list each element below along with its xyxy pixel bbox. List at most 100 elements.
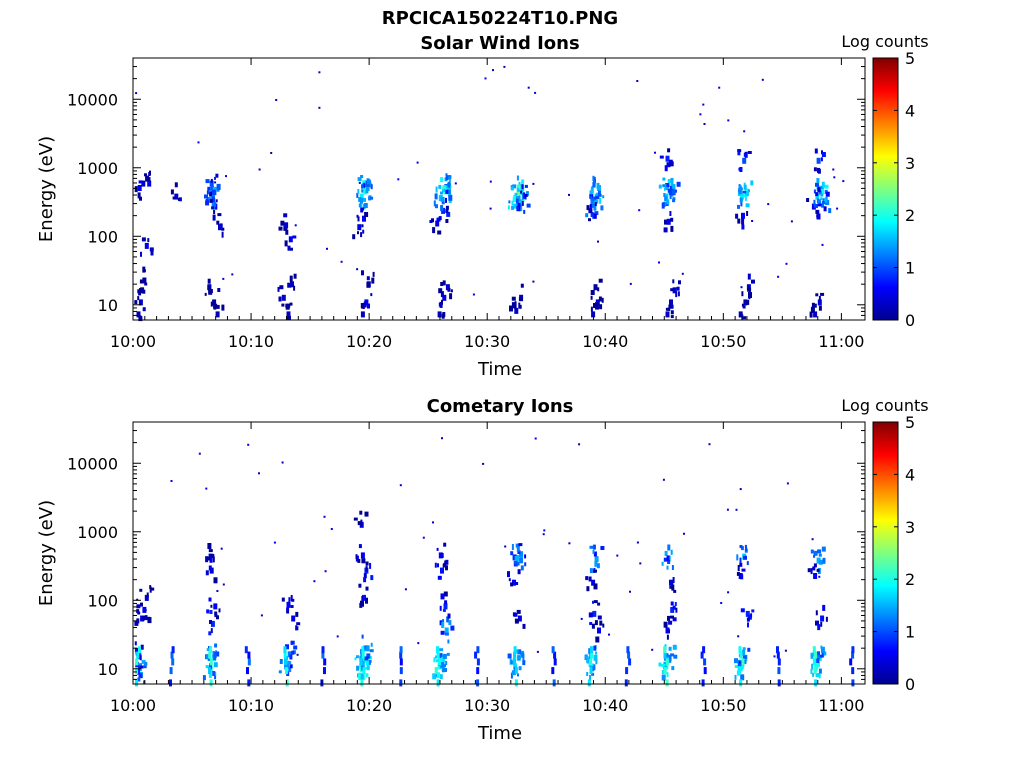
heatmap-cell (134, 186, 138, 193)
heatmap-cell (669, 299, 673, 306)
heatmap-cell (818, 668, 822, 674)
heatmap-cell (363, 645, 368, 650)
heatmap-cell (744, 544, 747, 548)
noise-cell (532, 182, 535, 185)
heatmap-cell (667, 615, 670, 621)
heatmap-cell (212, 191, 217, 196)
heatmap-cell (442, 185, 447, 190)
heatmap-cell (822, 604, 826, 611)
heatmap-cell (144, 173, 147, 177)
heatmap-cell (432, 673, 437, 680)
heatmap-cell (667, 148, 671, 153)
heatmap-cell (435, 220, 440, 227)
noise-cell (222, 583, 225, 586)
heatmap-cell (812, 672, 815, 677)
heatmap-cell (290, 640, 295, 645)
heatmap-cell (777, 658, 781, 666)
heatmap-cell (747, 647, 751, 652)
noise-cell (726, 508, 729, 511)
noise-cell (773, 655, 776, 658)
heatmap-cell (746, 617, 750, 622)
heatmap-cell (355, 554, 358, 560)
heatmap-cell (511, 200, 514, 206)
heatmap-cell (818, 305, 822, 311)
heatmap-cell (440, 205, 444, 212)
heatmap-cell (816, 157, 821, 164)
heatmap-cell (441, 622, 445, 628)
heatmap-cell (736, 554, 739, 561)
noise-cell (699, 113, 702, 116)
heatmap-cell (589, 622, 593, 625)
heatmap-cell (593, 303, 596, 308)
heatmap-cell (594, 556, 599, 563)
heatmap-cell (746, 561, 749, 566)
heatmap-cell (593, 284, 598, 291)
heatmap-cell (824, 198, 827, 203)
heatmap-cell (432, 227, 436, 234)
heatmap-cell (666, 634, 669, 640)
heatmap-cell (139, 279, 144, 284)
heatmap-cell (740, 574, 744, 580)
heatmap-cell (142, 616, 145, 621)
x-tick-label: 10:30 (464, 332, 510, 351)
heatmap-cell (288, 667, 292, 672)
noise-cell (636, 541, 639, 544)
noise-cell (222, 277, 225, 280)
heatmap-cell (522, 623, 526, 629)
heatmap-cell (741, 218, 745, 225)
heatmap-cell (433, 657, 436, 663)
colorbar-gradient-cometary (872, 421, 899, 685)
heatmap-cell (442, 619, 445, 623)
heatmap-cell (210, 628, 213, 634)
heatmap-cell (365, 586, 369, 591)
heatmap-cell (594, 211, 599, 216)
heatmap-cell (399, 658, 403, 666)
heatmap-cell (287, 651, 292, 658)
heatmap-cell (817, 624, 821, 631)
x-tick-label: 10:00 (110, 696, 156, 715)
heatmap-cell (510, 551, 514, 556)
heatmap-cell (851, 667, 855, 675)
heatmap-cell (134, 300, 138, 305)
heatmap-cell (370, 196, 374, 200)
heatmap-cell (514, 667, 518, 675)
heatmap-cell (216, 220, 220, 225)
noise-cell (785, 262, 788, 265)
heatmap-cell (205, 665, 209, 669)
noise-cell (198, 452, 201, 455)
heatmap-cell (361, 651, 365, 659)
heatmap-cell (777, 667, 781, 675)
heatmap-cell (745, 547, 748, 552)
colorbar-tick-label: 1 (905, 623, 915, 642)
heatmap-cell (438, 288, 443, 294)
heatmap-cell (666, 162, 671, 168)
heatmap-cell (815, 620, 819, 626)
heatmap-cell (814, 679, 818, 687)
heatmap-cell (283, 226, 288, 231)
heatmap-cell (517, 550, 521, 554)
heatmap-cell (812, 566, 816, 571)
heatmap-cell (817, 187, 821, 193)
heatmap-cell (287, 245, 291, 251)
heatmap-cell (664, 550, 668, 556)
noise-cell (336, 635, 339, 638)
noise-cell (340, 260, 343, 263)
heatmap-cell (286, 601, 291, 608)
heatmap-cell (280, 220, 285, 226)
heatmap-cell (366, 281, 371, 288)
heatmap-cell (437, 575, 442, 580)
heatmap-cell (290, 281, 294, 288)
heatmap-cell (370, 642, 373, 647)
heatmap-cell (206, 190, 209, 195)
heatmap-cell (221, 231, 224, 238)
heatmap-cell (437, 230, 442, 235)
heatmap-cell (210, 604, 213, 608)
heatmap-cell (507, 205, 510, 210)
heatmap-cell (368, 659, 372, 663)
heatmap-cell (279, 659, 283, 664)
heatmap-cell (134, 647, 138, 652)
heatmap-cell (815, 182, 819, 187)
noise-cell (416, 161, 419, 164)
heatmap-cell (362, 180, 367, 185)
heatmap-cell (666, 672, 669, 678)
